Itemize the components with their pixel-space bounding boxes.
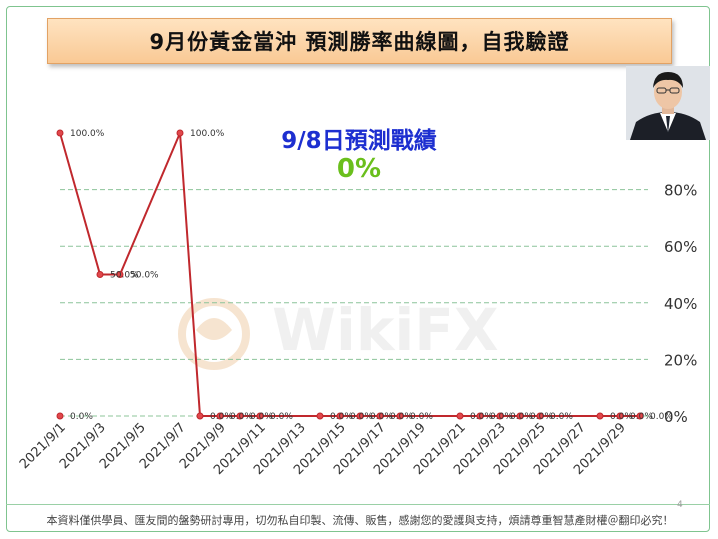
data-point-marker [376, 412, 384, 420]
data-point-marker [396, 412, 404, 420]
data-label: 0.0% [490, 412, 513, 422]
data-label: 0.0% [390, 412, 413, 422]
data-label: 50.0% [130, 271, 159, 281]
watermark: WikiFX [178, 296, 499, 370]
y-tick-label: 40% [664, 295, 697, 313]
data-point-marker [596, 412, 604, 420]
data-point-marker [356, 412, 364, 420]
data-label: 100.0% [190, 129, 225, 139]
data-point-marker [256, 412, 264, 420]
data-label: 0.0% [410, 412, 433, 422]
data-point-marker [496, 412, 504, 420]
data-point-marker [56, 129, 64, 137]
data-point-marker [316, 412, 324, 420]
data-point-marker [336, 412, 344, 420]
y-tick-label: 60% [664, 238, 697, 256]
y-tick-label: 0% [664, 408, 688, 426]
data-label: 0.0% [250, 412, 273, 422]
data-point-marker [456, 412, 464, 420]
x-axis-ticks: 2021/9/12021/9/32021/9/52021/9/72021/9/9… [17, 420, 629, 478]
data-point-marker [476, 412, 484, 420]
data-point-marker [196, 412, 204, 420]
watermark-text: WikiFX [272, 296, 499, 364]
y-tick-label: 20% [664, 351, 697, 369]
data-label: 0.0% [330, 412, 353, 422]
data-point-marker [56, 412, 64, 420]
data-point-marker [96, 271, 104, 278]
prediction-headline: 9/8日預測戰績 [281, 128, 437, 154]
data-point-marker [536, 412, 544, 420]
presenter-photo [626, 66, 710, 140]
data-label: 0.0% [530, 412, 553, 422]
data-label: 0.0% [470, 412, 493, 422]
data-label: 0.0% [550, 412, 573, 422]
slide-title: 9月份黃金當沖 預測勝率曲線圖，自我驗證 [149, 30, 570, 54]
data-point-marker [636, 412, 644, 420]
footer-divider [6, 504, 710, 505]
page-number: 4 [677, 500, 683, 510]
series-markers [56, 129, 644, 420]
data-label: 0.0% [610, 412, 633, 422]
data-point-marker [616, 412, 624, 420]
slide-frame [6, 6, 710, 532]
data-label: 0.0% [230, 412, 253, 422]
y-tick-label: 80% [664, 182, 697, 200]
title-banner: 9月份黃金當沖 預測勝率曲線圖，自我驗證 [47, 18, 672, 64]
data-label: 0.0% [510, 412, 533, 422]
data-point-marker [216, 412, 224, 420]
y-axis-ticks: 0% 20% 40% 60% 80% [664, 182, 697, 426]
presenter-portrait-icon [626, 66, 710, 140]
data-label: 0.0% [270, 412, 293, 422]
data-point-marker [116, 271, 124, 278]
prediction-score: 0% [336, 154, 382, 184]
data-label: 0.0% [70, 412, 93, 422]
data-point-marker [516, 412, 524, 420]
data-point-marker [236, 412, 244, 420]
data-label: 0.0% [630, 412, 653, 422]
data-label: 0.0% [650, 412, 673, 422]
data-label: 0.0% [350, 412, 373, 422]
data-point-marker [176, 129, 184, 137]
data-label: 50.0% [110, 271, 139, 281]
data-labels: 100.0%50.0%50.0%100.0%0.0%0.0%0.0%0.0% 0.… [70, 129, 673, 422]
data-label: 0.0% [370, 412, 393, 422]
data-label: 100.0% [70, 129, 105, 139]
data-label: 0.0% [210, 412, 233, 422]
copyright-notice: 本資料僅供學員、匯友間的盤勢研討專用，切勿私自印製、流傳、販售，感謝您的愛護與支… [46, 514, 674, 527]
